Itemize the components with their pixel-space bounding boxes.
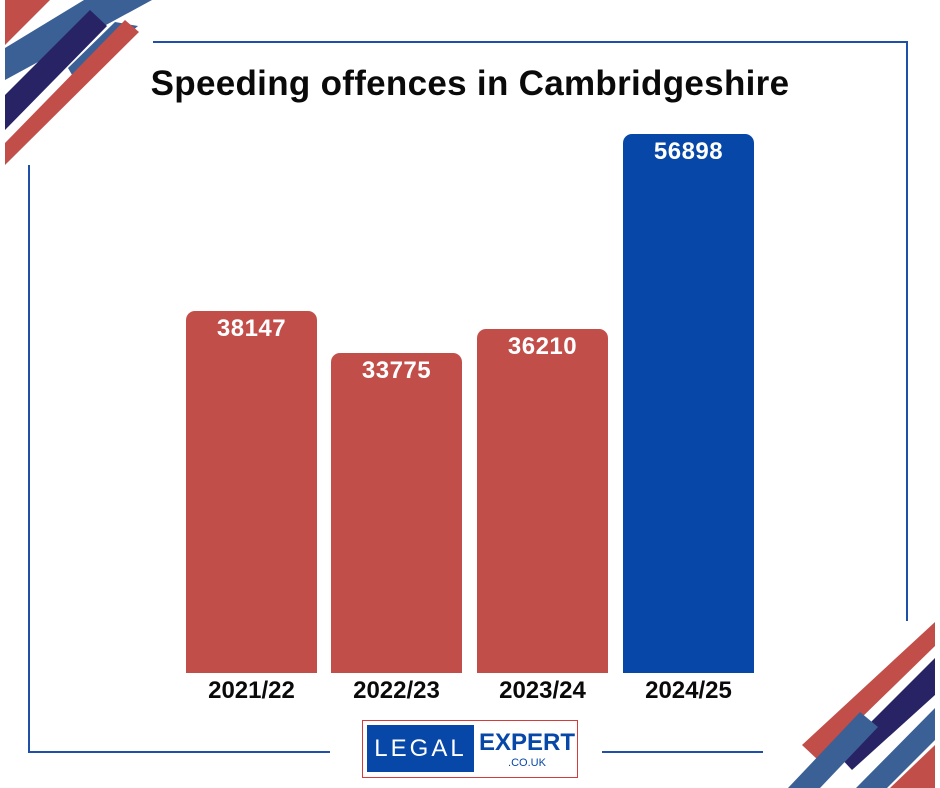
top-left-stripes-decoration [5,0,152,165]
frame-top-line [153,41,908,43]
bar-value-label: 56898 [653,138,724,165]
bottom-right-stripes-decoration [788,622,935,788]
frame-bottom-left-line [28,751,330,753]
frame-bottom-right-line [602,751,763,753]
logo-domain-text: .CO.UK [508,757,546,769]
bar-value-label: 38147 [216,315,287,342]
frame-right-line [906,41,908,621]
bar-2024-25: 56898 [623,134,754,673]
frame-left-line [28,165,30,753]
bar-value-label: 33775 [361,357,432,384]
x-axis-label: 2022/23 [353,677,440,704]
chart-title: Speeding offences in Cambridgeshire [150,64,790,103]
bar-2023-24: 36210 [477,329,608,673]
x-axis-label: 2021/22 [208,677,295,704]
bar-2022-23: 33775 [331,353,462,673]
logo-legal-text: LEGAL [367,725,474,772]
bar-2021-22: 38147 [186,311,317,673]
legal-expert-logo: LEGAL EXPERT .CO.UK [362,720,578,778]
x-axis-label: 2024/25 [645,677,732,704]
logo-expert-text: EXPERT [478,729,576,756]
bar-value-label: 36210 [507,333,578,360]
x-axis-label: 2023/24 [499,677,586,704]
